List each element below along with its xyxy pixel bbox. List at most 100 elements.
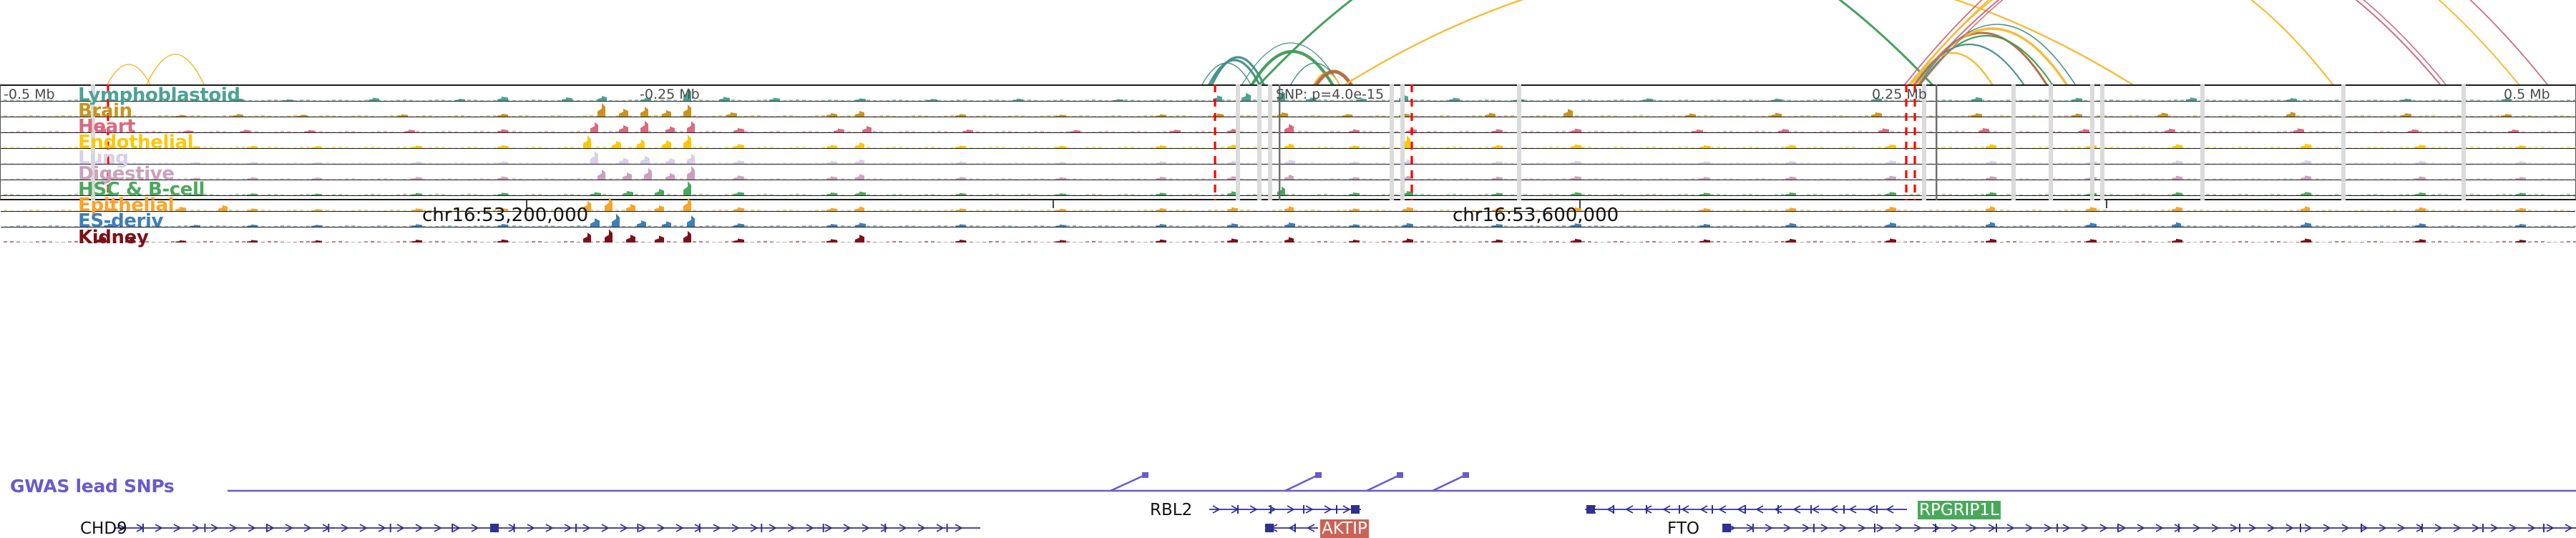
gene-label-rbl2[interactable]: RBL2 (1150, 501, 1193, 519)
gene-strand-chevron (2527, 524, 2536, 532)
gwas-snp-stem[interactable] (1432, 474, 1466, 492)
gene-strand-chevron (1792, 505, 1801, 514)
chromatin-interaction-arcs (0, 0, 2576, 84)
gene-strand-chevron (1287, 505, 1295, 514)
track-row: Lymphoblastoid -0.5 Mb -0.25 Mb SNP: p=4.0e… (1, 86, 2576, 104)
gene-strand-chevron (1820, 524, 1829, 532)
track-label-kidney: Kidney (78, 227, 149, 248)
gene-strand-chevron (1644, 505, 1652, 514)
gene-strand-chevron (1969, 524, 1978, 532)
gene-strand-chevron (1765, 524, 1773, 532)
gene-strand-chevron (2509, 524, 2517, 532)
gene-cds-block (1351, 505, 1360, 514)
gene-strand-chevron (155, 524, 163, 532)
interaction-arc (146, 54, 205, 84)
interaction-arc (1904, 0, 2548, 84)
signal-peaks (104, 134, 2526, 148)
gwas-snp-stem[interactable] (1110, 474, 1146, 492)
gene-strand-chevron (899, 524, 907, 532)
gene-strand-chevron (2379, 524, 2387, 532)
gene-strand-chevron (955, 524, 963, 532)
ruler-tick-label: 0.25 Mb (1872, 87, 1927, 102)
gene-strand-chevron (210, 524, 219, 532)
track-signal-canvas (1, 228, 2576, 243)
gene-label-aktip[interactable]: AKTIP (1320, 519, 1369, 538)
interaction-arc (1908, 0, 2519, 84)
gene-strand-chevron (471, 524, 479, 532)
gene-label-fto[interactable]: FTO (1667, 519, 1699, 538)
gene-strand-chevron (2174, 524, 2182, 532)
epigenomic-tracks-panel: Lymphoblastoid -0.5 Mb -0.25 Mb SNP: p=4.0e… (0, 84, 2576, 247)
gene-label-chd9[interactable]: CHD9 (80, 519, 127, 538)
gene-strand-chevron (1913, 524, 1922, 532)
gene-strand-chevron (787, 524, 796, 532)
track-row: Brain (1, 100, 2576, 122)
interaction-arc (1258, 0, 1933, 84)
gene-strand-chevron (1699, 505, 1708, 514)
gwas-lead-snps-track (0, 472, 2576, 498)
signal-peaks (104, 181, 2526, 195)
gene-strand-chevron (824, 524, 833, 532)
ruler-tick-label: SNP: p=4.0e-15 (1276, 87, 1385, 102)
gene-strand-chevron (2472, 524, 2480, 532)
gwas-snp-stem[interactable] (1284, 474, 1319, 492)
gene-strand-chevron (1951, 524, 1959, 532)
gwas-snp-marker[interactable] (1315, 472, 1322, 478)
gene-strand-chevron (2081, 524, 2089, 532)
gene-strand-chevron (2211, 524, 2220, 532)
track-label-hsc-b-cell: HSC & B-cell (78, 179, 205, 200)
background-signal (4, 99, 2576, 101)
gene-strand-chevron (657, 524, 665, 532)
gwas-snp-stem[interactable] (1366, 474, 1400, 492)
gene-strand-chevron (1755, 505, 1764, 514)
track-label-brain: Brain (78, 100, 132, 122)
gene-strand-chevron (415, 524, 424, 532)
gene-strand-chevron (713, 524, 721, 532)
coordinate-label: chr16:53,600,000 (1453, 205, 1619, 226)
gene-strand-chevron (1625, 505, 1634, 514)
gene-strand-chevron (1324, 505, 1332, 514)
gene-strand-chevron (769, 524, 777, 532)
gene-strand-chevron (750, 524, 758, 532)
gene-strand-chevron (1885, 505, 1894, 514)
signal-peaks (97, 229, 2526, 243)
gene-strand-chevron (2230, 524, 2238, 532)
gene-strand-chevron (285, 524, 293, 532)
gene-strand-chevron (1811, 505, 1820, 514)
interaction-arc (1208, 59, 1261, 84)
gene-strand-chevron (1307, 524, 1315, 532)
gene-strand-chevron (545, 524, 554, 532)
gene-strand-chevron (582, 524, 591, 532)
track-signal-canvas (1, 86, 2576, 102)
gene-strand-chevron (1662, 505, 1671, 514)
gene-strand-chevron (2341, 524, 2350, 532)
background-signal (4, 177, 2576, 180)
signal-peaks (89, 103, 2512, 117)
gene-strand-chevron (2267, 524, 2275, 532)
gene-strand-chevron (731, 524, 740, 532)
coordinate-label: chr16:53,200,000 (422, 205, 589, 226)
background-signal (4, 225, 2576, 227)
interaction-arc (1913, 43, 2025, 84)
ruler-tick-label: 0.5 Mb (2504, 87, 2550, 102)
gene-strand-chevron (936, 524, 945, 532)
gene-strand-chevron (1830, 505, 1838, 514)
background-signal (4, 162, 2576, 164)
gene-label-rpgrip1l[interactable]: RPGRIP1L (1918, 501, 2001, 519)
gene-strand-chevron (806, 524, 814, 532)
track-signal-canvas (1, 165, 2576, 180)
gene-annotation-track: CHD9 RBL2 AKTIP FTO RPGRIP1L (0, 501, 2576, 538)
gene-strand-chevron (434, 524, 442, 532)
interaction-arc (1914, 0, 2441, 84)
gene-strand-chevron (2099, 524, 2108, 532)
gwas-snp-marker[interactable] (1142, 472, 1148, 478)
gene-strand-chevron (601, 524, 610, 532)
gwas-snp-marker[interactable] (1397, 472, 1403, 478)
gwas-snp-marker[interactable] (1463, 472, 1469, 478)
track-row: Endothelial (1, 133, 2576, 152)
track-signal-canvas (1, 196, 2576, 212)
track-signal-canvas (1, 149, 2576, 165)
gene-strand-chevron (2044, 524, 2052, 532)
gene-strand-chevron (2323, 524, 2331, 532)
